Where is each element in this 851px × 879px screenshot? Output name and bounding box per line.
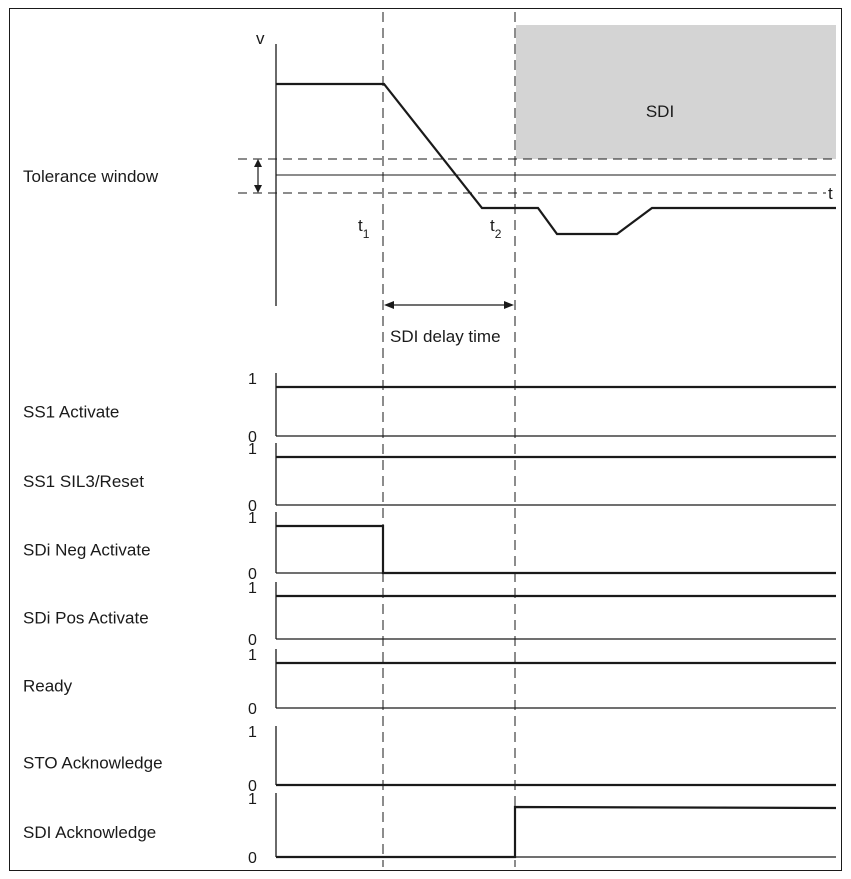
signal-low-level-label: 0 xyxy=(248,778,257,795)
signal-high-level-label: 1 xyxy=(248,724,257,741)
sdi-region-label: SDI xyxy=(646,102,674,121)
signal-low-level-label: 0 xyxy=(248,701,257,718)
v-axis-label: v xyxy=(256,29,265,48)
signal-waveform xyxy=(276,805,837,859)
signal-high-level-label: 1 xyxy=(248,510,257,527)
signal-low-level-label: 0 xyxy=(248,850,257,867)
signal-low-level-label: 0 xyxy=(248,566,257,583)
signal-high-level-label: 1 xyxy=(248,371,257,388)
signal-name: SS1 Activate xyxy=(23,403,119,422)
signal-name: STO Acknowledge xyxy=(23,754,163,773)
signal-low-level-label: 0 xyxy=(248,632,257,649)
sdi-delay-label: SDI delay time xyxy=(390,327,501,346)
tolerance-arrow xyxy=(254,159,262,193)
signal-waveform xyxy=(276,524,836,575)
signal-row-sto-acknowledge: STO Acknowledge 1 0 xyxy=(23,724,836,795)
tolerance-window-label: Tolerance window xyxy=(23,167,159,186)
signal-name: Ready xyxy=(23,677,73,696)
t1-label: t1 xyxy=(358,216,370,241)
sdi-delay-arrow xyxy=(384,301,514,309)
signal-name: SDi Pos Activate xyxy=(23,609,149,628)
signal-name: SDI Acknowledge xyxy=(23,823,156,842)
signal-row-sdi-neg-activate: SDi Neg Activate 1 0 xyxy=(23,510,836,583)
signal-high-level-label: 1 xyxy=(248,791,257,808)
signal-high-level-label: 1 xyxy=(248,441,257,458)
signal-low-level-label: 0 xyxy=(248,429,257,446)
signal-row-sdi-acknowledge: SDI Acknowledge 1 0 xyxy=(23,791,837,867)
signal-name: SS1 SIL3/Reset xyxy=(23,472,144,491)
signal-name: SDi Neg Activate xyxy=(23,541,151,560)
signal-high-level-label: 1 xyxy=(248,647,257,664)
diagram-frame xyxy=(9,8,842,871)
signal-high-level-label: 1 xyxy=(248,580,257,597)
t-axis-label: t xyxy=(828,184,833,203)
velocity-curve xyxy=(276,82,836,236)
sdi-region xyxy=(516,25,836,159)
signal-row-ss1-activate: SS1 Activate 1 0 xyxy=(23,371,836,446)
signal-low-level-label: 0 xyxy=(248,498,257,515)
signal-row-ready: Ready 1 0 xyxy=(23,647,836,718)
signal-row-sdi-pos-activate: SDi Pos Activate 1 0 xyxy=(23,580,836,649)
signal-row-ss1-sil3-reset: SS1 SIL3/Reset 1 0 xyxy=(23,441,836,515)
t2-label: t2 xyxy=(490,216,502,241)
